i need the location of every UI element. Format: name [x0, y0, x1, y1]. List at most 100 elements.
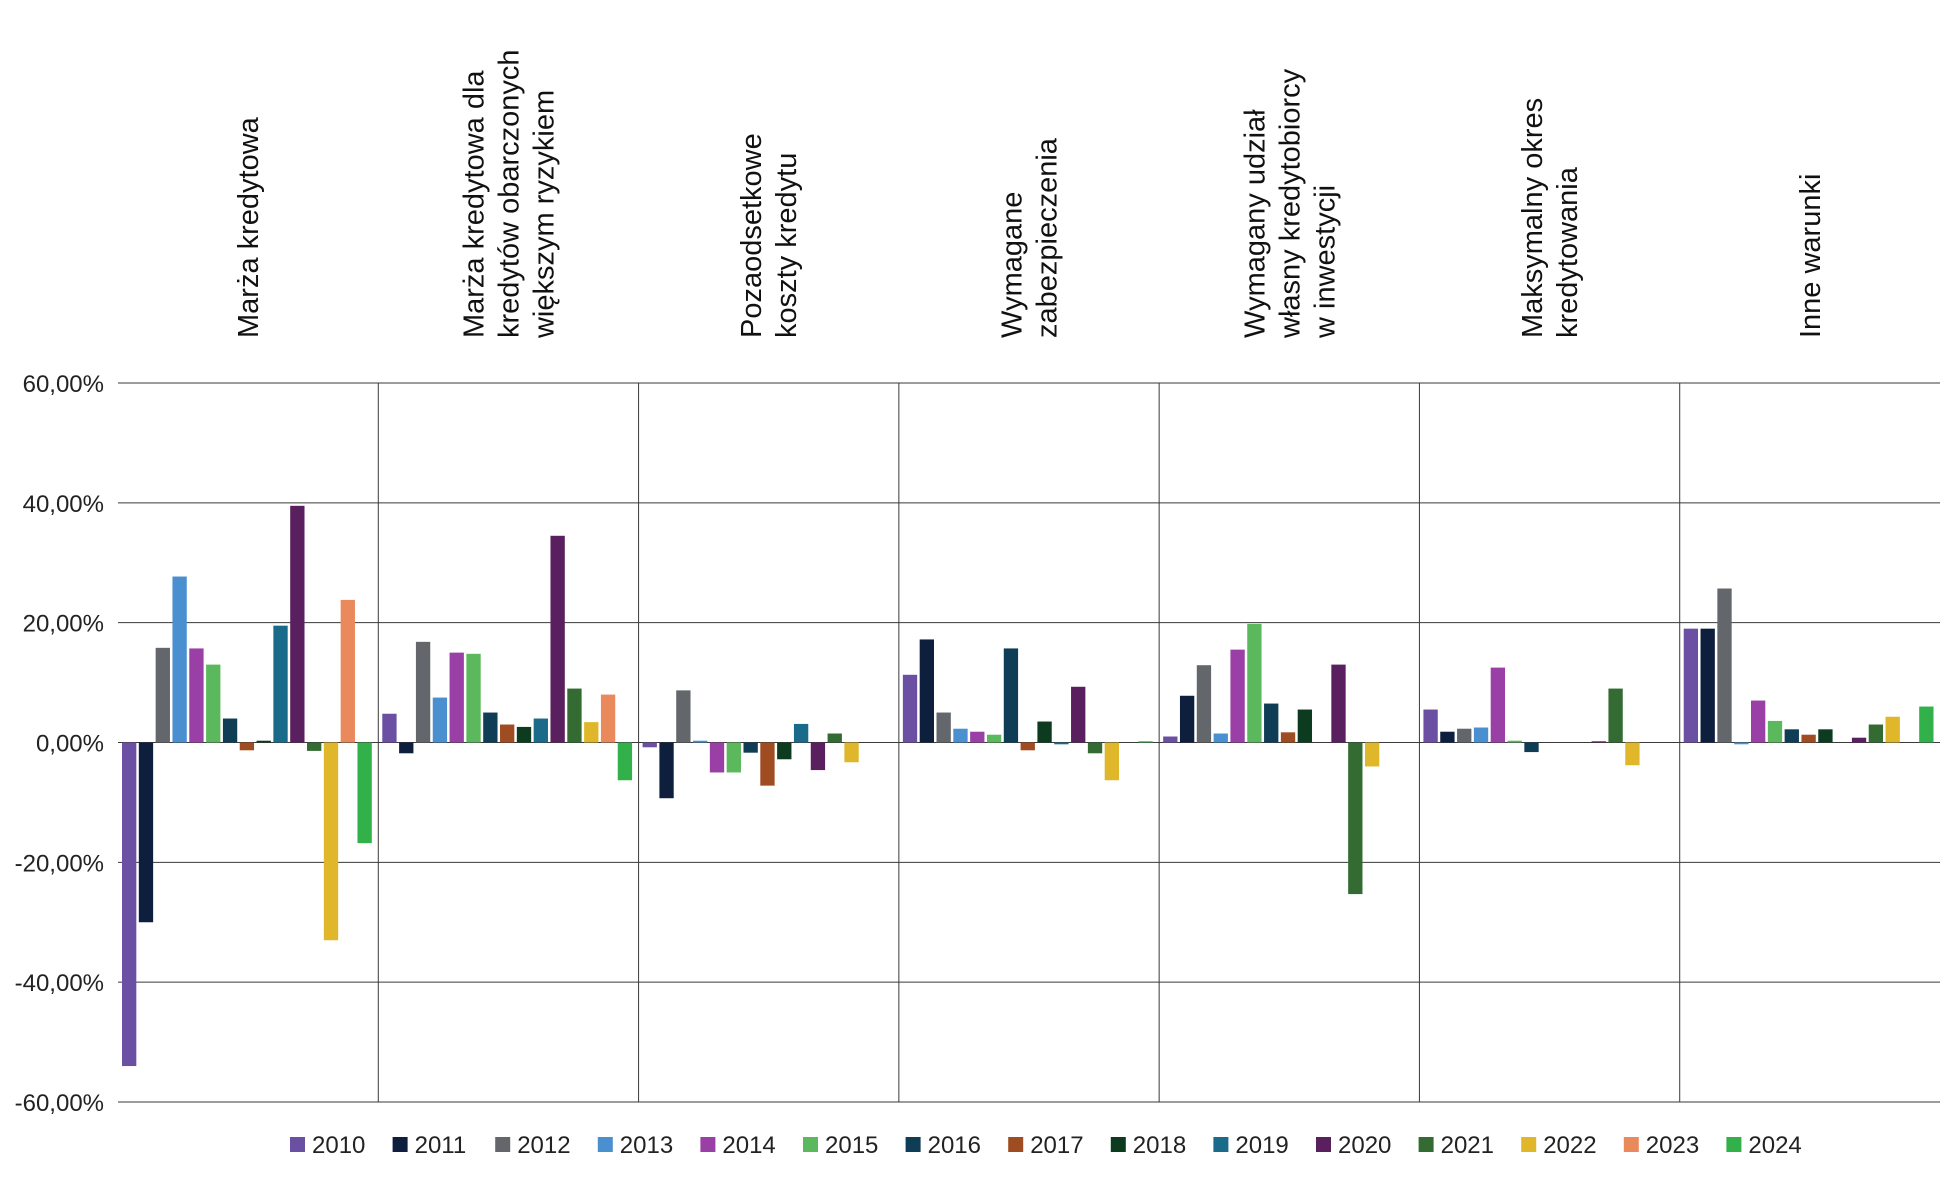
bars [122, 505, 1934, 1067]
bar-2015-cat5 [1247, 623, 1262, 743]
bar-2011-cat1 [138, 742, 154, 923]
bar-2022-cat2 [584, 722, 599, 743]
y-tick-label: 0,00% [36, 731, 104, 758]
category-label: własny kredytobiorcy [1274, 68, 1306, 339]
bar-2010-cat2 [382, 713, 397, 743]
category-label: Pozaodsetkowe [736, 133, 768, 338]
bar-2019-cat3 [793, 723, 809, 743]
category-label: większym ryzykiem [528, 90, 560, 339]
legend-swatch [1008, 1137, 1024, 1152]
bar-2011-cat6 [1440, 731, 1455, 743]
bar-2024-cat7 [1919, 706, 1934, 743]
legend-swatch [803, 1137, 818, 1152]
bar-2010-cat1 [122, 742, 137, 1067]
gridlines [118, 382, 1940, 1103]
bar-2024-cat1 [357, 742, 372, 844]
bar-2012-cat3 [676, 690, 691, 743]
bar-2021-cat5 [1348, 742, 1363, 895]
legend-label: 2018 [1133, 1132, 1186, 1159]
legend-label: 2015 [825, 1132, 878, 1159]
bar-2022-cat4 [1104, 742, 1120, 781]
bar-2011-cat3 [659, 742, 674, 799]
bar-2019-cat2 [533, 718, 548, 743]
legend-swatch [495, 1137, 511, 1152]
category-label: Wymagane [997, 192, 1029, 338]
bar-2016-cat4 [1003, 648, 1019, 743]
bar-2014-cat4 [970, 731, 985, 743]
category-label: Marża kredytowa [233, 116, 265, 338]
legend-label: 2010 [312, 1132, 365, 1159]
bar-2013-cat4 [953, 728, 968, 743]
bar-2010-cat7 [1683, 628, 1699, 743]
bar-2011-cat2 [399, 742, 414, 754]
bar-2021-cat6 [1608, 688, 1623, 743]
category-label: Wymagany udział [1239, 109, 1271, 338]
bar-2022-cat5 [1364, 742, 1380, 767]
bar-2020-cat2 [550, 535, 565, 743]
bar-2020-cat1 [290, 505, 305, 743]
y-tick-label: 40,00% [23, 491, 104, 518]
bar-2022-cat1 [323, 742, 339, 941]
bar-2017-cat1 [239, 742, 255, 751]
bar-2018-cat4 [1037, 721, 1052, 743]
bar-2015-cat6 [1507, 740, 1522, 743]
bar-2018-cat3 [777, 742, 792, 760]
legend-label: 2012 [517, 1132, 570, 1159]
bar-2013-cat5 [1213, 733, 1228, 743]
legend-label: 2024 [1748, 1132, 1801, 1159]
legend-swatch [392, 1137, 408, 1152]
bar-2020-cat3 [810, 742, 826, 771]
bar-2017-cat4 [1020, 742, 1035, 751]
bar-2016-cat7 [1784, 729, 1799, 743]
bar-2014-cat6 [1490, 667, 1506, 743]
bar-2024-cat4 [1138, 741, 1153, 743]
bar-2014-cat7 [1750, 700, 1766, 743]
bar-2021-cat7 [1868, 724, 1884, 743]
bar-2019-cat1 [273, 625, 288, 743]
bar-2016-cat3 [743, 742, 758, 753]
legend-swatch [1110, 1137, 1126, 1152]
bar-2017-cat2 [500, 724, 515, 743]
legend-label: 2022 [1543, 1132, 1596, 1159]
bar-2013-cat1 [172, 576, 187, 743]
bar-2022-cat7 [1885, 716, 1900, 743]
bar-2010-cat3 [642, 742, 657, 748]
bar-2013-cat3 [693, 740, 708, 743]
legend-swatch [1521, 1137, 1537, 1152]
category-labels: Marża kredytowa Marża kredytowa dla kredyt… [233, 49, 1827, 339]
bar-2016-cat6 [1524, 742, 1539, 753]
bar-2021-cat4 [1087, 742, 1103, 754]
y-tick-label: 20,00% [23, 611, 104, 638]
legend-label: 2013 [620, 1132, 673, 1159]
bar-2017-cat3 [760, 742, 775, 786]
legend-label: 2011 [415, 1132, 467, 1159]
legend-swatch [1213, 1137, 1229, 1152]
bar-2013-cat2 [432, 697, 448, 743]
bar-2011-cat5 [1179, 695, 1195, 743]
bar-2019-cat4 [1054, 742, 1069, 745]
legend-swatch [1726, 1137, 1742, 1152]
bar-2016-cat1 [222, 718, 238, 743]
bar-2012-cat5 [1196, 665, 1212, 743]
bar-2015-cat3 [726, 742, 741, 773]
bar-2012-cat1 [155, 647, 170, 743]
bar-2011-cat4 [919, 639, 934, 743]
bar-2011-cat7 [1700, 628, 1715, 743]
y-tick-label: -60,00% [15, 1090, 104, 1117]
bar-2015-cat2 [466, 653, 481, 743]
bar-2020-cat5 [1331, 664, 1346, 743]
y-axis: 60,00% 40,00% 20,00% 0,00% -20,00% -40,00% -60… [15, 371, 104, 1117]
legend-swatch [1316, 1137, 1331, 1152]
bar-2012-cat4 [936, 712, 951, 743]
bar-2014-cat5 [1230, 649, 1245, 743]
bar-2020-cat6 [1591, 741, 1606, 743]
bar-2020-cat4 [1071, 686, 1086, 743]
bar-2014-cat3 [709, 742, 725, 773]
legend-label: 2023 [1646, 1132, 1699, 1159]
bar-2012-cat7 [1717, 588, 1732, 743]
bar-2013-cat7 [1734, 742, 1749, 745]
bar-2015-cat7 [1767, 720, 1783, 743]
bar-2015-cat4 [986, 734, 1002, 743]
category-label: zabezpieczenia [1032, 137, 1064, 338]
legend-label: 2021 [1441, 1132, 1494, 1159]
